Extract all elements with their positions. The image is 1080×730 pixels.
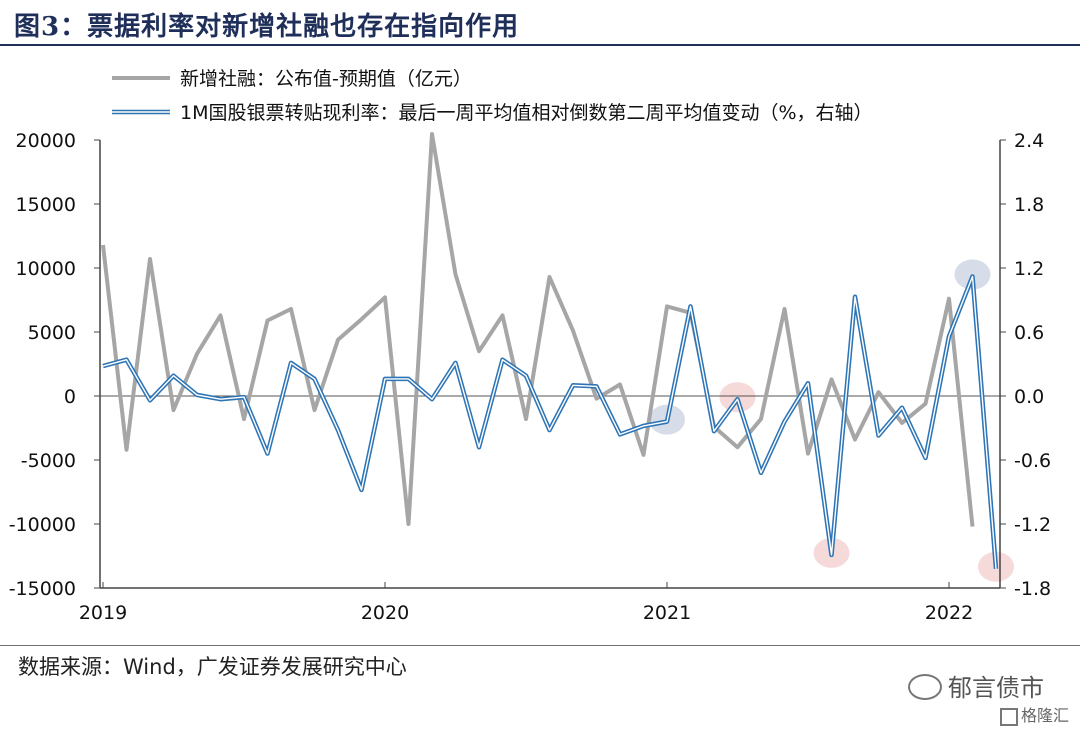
watermark-sub-text: 格隆汇 [1021,706,1070,725]
left-tick-label-1: 15000 [16,194,76,216]
left-tick-label-6: -10000 [9,514,76,536]
wechat-icon [908,674,942,700]
watermark-text: 郁言债市 [948,674,1044,702]
right-tick-label-4: 0.0 [1014,386,1044,408]
legend: 新增社融：公布值-预期值（亿元） 1M国股银票转贴现利率：最后一周平均值相对倒数第… [112,68,873,124]
series-line-bill-rate-inner [102,275,997,569]
x-tick-label-2020: 2020 [361,602,409,624]
x-tick-label-2022: 2022 [925,602,973,624]
left-tick-label-7: -15000 [9,578,76,600]
right-tick-label-3: 0.6 [1014,322,1044,344]
right-tick-label-0: 2.4 [1014,130,1044,152]
right-tick-label-1: 1.8 [1014,194,1044,216]
right-tick-label-5: -0.6 [1014,450,1051,472]
left-tick-label-5: -5000 [21,450,76,472]
left-tick-label-4: 0 [64,386,76,408]
logo-icon [1000,707,1018,726]
watermark-secondary: 格隆汇 [1000,702,1069,726]
series-line-social-financing [101,132,975,527]
right-axis-ticks: 2.4 1.8 1.2 0.6 0.0 -0.6 -1.2 -1.8 [1000,130,1051,600]
left-tick-label-0: 20000 [16,130,76,152]
x-tick-label-2021: 2021 [643,602,691,624]
left-axis-ticks: 20000 15000 10000 5000 0 -5000 -10000 -15000 [9,130,100,600]
watermark: 郁言债市 [908,668,1044,703]
legend-label-social-financing: 新增社融：公布值-预期值（亿元） [180,68,472,90]
left-tick-label-2: 10000 [16,258,76,280]
right-tick-label-7: -1.8 [1014,578,1051,600]
left-tick-label-3: 5000 [28,322,76,344]
right-tick-label-6: -1.2 [1014,514,1051,536]
x-axis-ticks: 2019 2020 2021 2022 [79,582,973,624]
source-note: 数据来源：Wind，广发证券发展研究中心 [18,655,407,679]
legend-label-bill-rate: 1M国股银票转贴现利率：最后一周平均值相对倒数第二周平均值变动（%，右轴） [180,102,873,124]
series-lines [101,132,999,569]
footer-divider [0,645,1080,646]
line-chart: 20000 15000 10000 5000 0 -5000 -10000 -15000 2.… [9,68,1051,624]
right-tick-label-2: 1.2 [1014,258,1044,280]
chart-title: 图3：票据利率对新增社融也存在指向作用 [14,12,520,42]
title-divider [0,44,1080,46]
x-tick-label-2019: 2019 [79,602,127,624]
